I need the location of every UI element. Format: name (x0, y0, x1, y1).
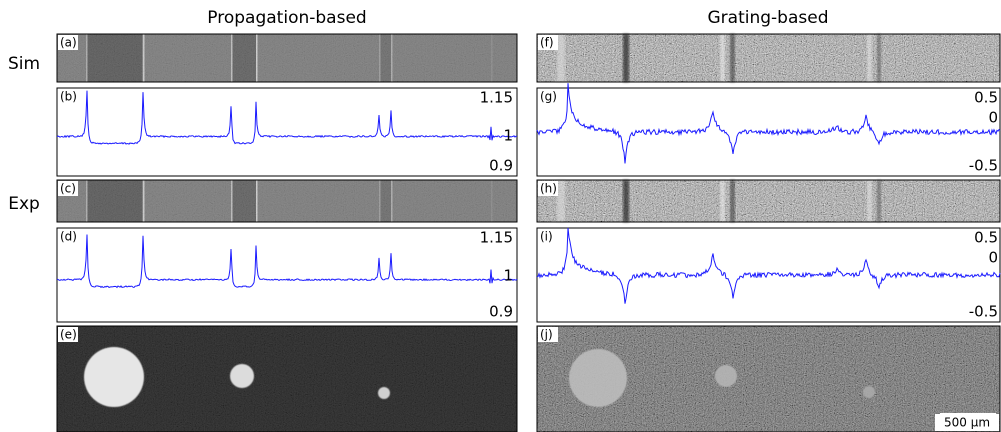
panel-label-box (538, 35, 558, 50)
band (867, 180, 872, 222)
scale-bar-label: 500 µm (944, 416, 990, 430)
band (877, 180, 881, 222)
particle (84, 347, 144, 407)
particle (378, 387, 390, 399)
scale-bar-box (935, 414, 999, 431)
panel-label: (i) (540, 230, 553, 244)
axis-label: -0.5 (969, 157, 998, 175)
axis-label: 1 (503, 127, 513, 145)
band (730, 34, 735, 82)
axis-label: 0 (988, 109, 998, 127)
texture (57, 180, 517, 222)
panel-label: (j) (540, 328, 553, 342)
axis-label: 1.15 (480, 229, 513, 247)
column-title: Grating-based (708, 8, 829, 28)
panel-label-box (58, 89, 78, 104)
frame (56, 33, 518, 83)
panel-label: (d) (60, 230, 77, 244)
frame (536, 33, 1001, 83)
band (720, 34, 725, 82)
panel-label: (f) (540, 36, 554, 50)
frame (536, 179, 1001, 223)
axis-label: 0.5 (974, 229, 998, 247)
panel-label: (c) (60, 182, 76, 196)
frame (56, 325, 518, 432)
frame (536, 325, 1001, 432)
particle (569, 349, 627, 407)
band (720, 180, 725, 222)
frame (56, 179, 518, 223)
row-label: Sim (8, 54, 40, 74)
texture (57, 34, 517, 82)
panel-label-box (58, 181, 78, 196)
profile-trace (56, 234, 518, 289)
particle (715, 365, 737, 387)
panel-label: (g) (540, 90, 557, 104)
profile-box (56, 227, 518, 323)
band (557, 180, 565, 222)
profile-trace (537, 227, 1001, 304)
panel-label: (b) (60, 90, 77, 104)
profile-box (56, 87, 518, 177)
profile-trace (56, 90, 518, 145)
column-title: Propagation-based (207, 8, 366, 28)
panel-label: (e) (60, 328, 77, 342)
band (623, 180, 629, 222)
panel-label: (a) (60, 36, 77, 50)
texture (537, 34, 1000, 82)
panel-label-box (538, 181, 558, 196)
axis-label: 1.15 (480, 89, 513, 107)
axis-label: 0.9 (489, 157, 513, 175)
panel-label-box (58, 229, 78, 244)
axis-label: 1 (503, 267, 513, 285)
panel-label-box (58, 327, 78, 342)
axis-label: 0 (988, 249, 998, 267)
panel-label-box (58, 35, 78, 50)
particle (863, 386, 875, 398)
band (557, 34, 565, 82)
texture (537, 180, 1000, 222)
particle (230, 364, 254, 388)
band (730, 180, 735, 222)
panels: (a) (c) (f) (h) 1.15 1 0.9 (b) 1.15 1 0.9 (d) 0.5 0 -0… (56, 33, 1001, 432)
row-label: Exp (8, 194, 40, 214)
panel-label-box (538, 229, 558, 244)
axis-label: 0.5 (974, 89, 998, 107)
panel-label-box (538, 89, 558, 104)
panel-label: (h) (540, 182, 557, 196)
band (867, 34, 872, 82)
profile-trace (536, 83, 1001, 164)
axis-label: 0.9 (489, 303, 513, 321)
axis-label: -0.5 (969, 303, 998, 321)
band (623, 34, 629, 82)
band (877, 34, 881, 82)
panel-label-box (538, 327, 558, 342)
